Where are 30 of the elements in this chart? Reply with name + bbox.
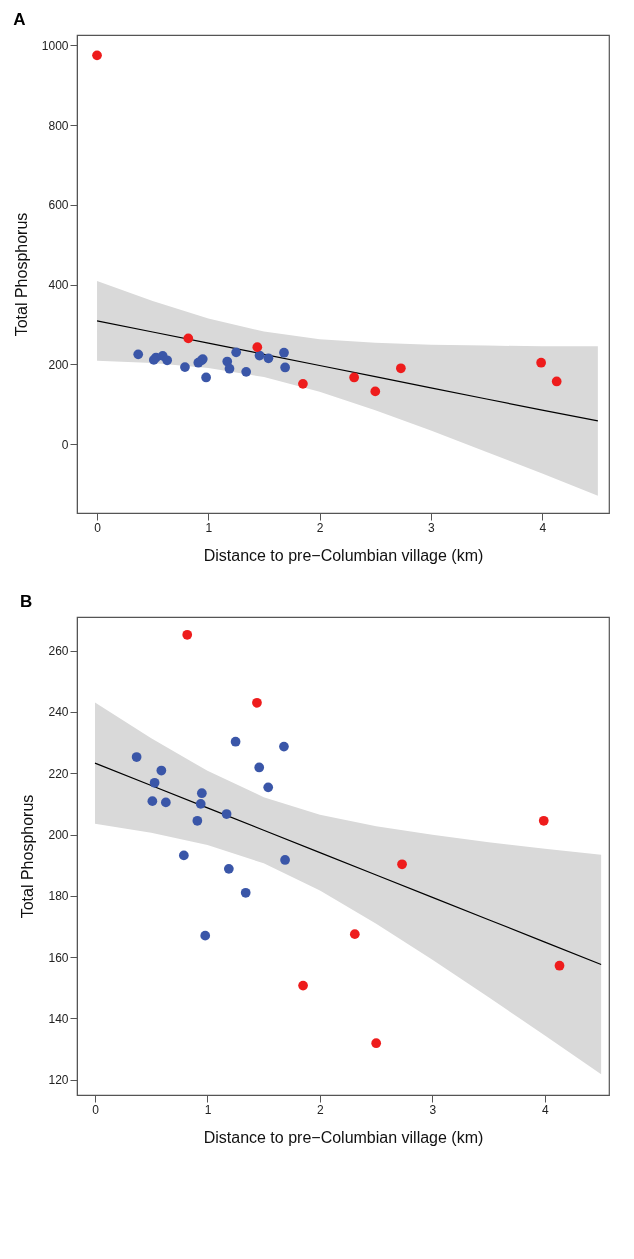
x-tick-label: 4 bbox=[542, 1102, 550, 1117]
x-tick-label: 0 bbox=[94, 520, 102, 535]
x-tick-label: 3 bbox=[428, 520, 436, 535]
y-tick-label: 400 bbox=[48, 278, 69, 293]
y-tick-label: 140 bbox=[48, 1011, 69, 1026]
y-axis-title: Total Phosphorus bbox=[12, 212, 30, 337]
x-tick-label: 4 bbox=[539, 520, 547, 535]
y-tick-label: 800 bbox=[48, 118, 69, 133]
x-tick-label: 1 bbox=[204, 1102, 212, 1117]
x-axis-title: Distance to pre−Columbian village (km) bbox=[203, 1128, 484, 1146]
chart-title: B bbox=[19, 592, 33, 611]
y-tick-label: 200 bbox=[48, 828, 69, 843]
x-axis-title: Distance to pre−Columbian village (km) bbox=[203, 546, 484, 564]
y-tick-label: 260 bbox=[48, 644, 69, 659]
y-axis-title: Total Phosphorus bbox=[19, 794, 37, 919]
y-tick-label: 200 bbox=[48, 357, 69, 372]
y-tick-label: 0 bbox=[61, 437, 69, 452]
y-tick-label: 220 bbox=[48, 766, 69, 781]
y-tick-label: 160 bbox=[48, 950, 69, 965]
y-tick-label: 120 bbox=[48, 1073, 69, 1088]
x-tick-label: 2 bbox=[316, 520, 324, 535]
y-tick-label: 600 bbox=[48, 198, 69, 213]
y-tick-label: 1000 bbox=[41, 38, 69, 53]
x-tick-label: 2 bbox=[317, 1102, 325, 1117]
chart-title: A bbox=[13, 10, 26, 29]
y-tick-label: 240 bbox=[48, 705, 69, 720]
x-tick-label: 1 bbox=[205, 520, 213, 535]
y-tick-label: 180 bbox=[48, 889, 69, 904]
x-tick-label: 0 bbox=[92, 1102, 100, 1117]
x-tick-label: 3 bbox=[429, 1102, 437, 1117]
